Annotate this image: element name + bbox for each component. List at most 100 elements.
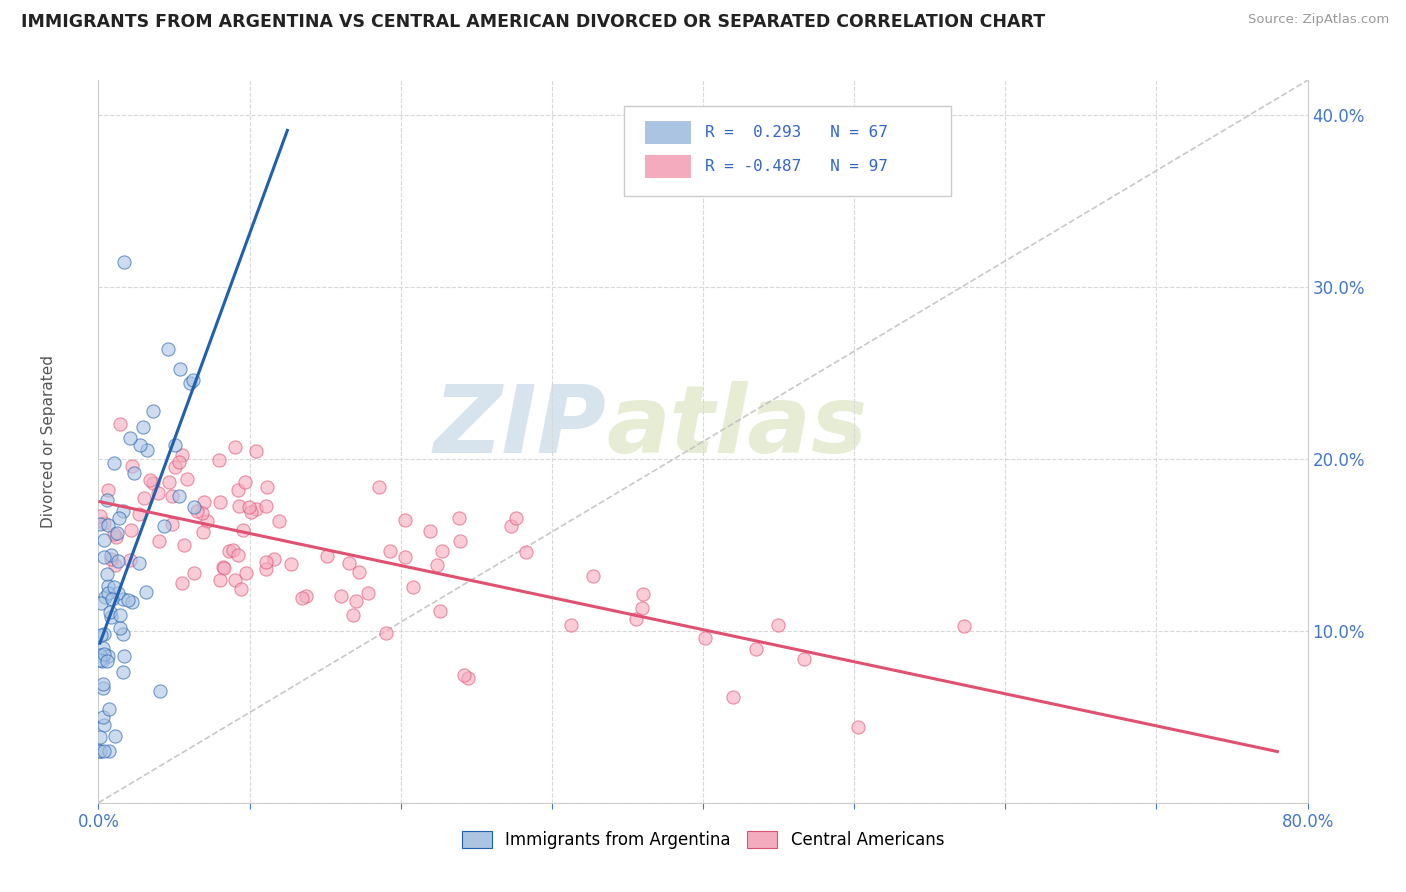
Point (97, 744, 120, 758)
Text: R = -0.487   N = 97: R = -0.487 N = 97 (706, 159, 889, 174)
Point (112, 649, 135, 664)
Point (100, 551, 122, 566)
Point (121, 459, 143, 474)
Point (96, 566, 118, 581)
Point (430, 543, 453, 558)
Point (96, 654, 118, 668)
Point (93, 516, 115, 530)
Point (195, 514, 218, 528)
Point (846, 720, 869, 734)
Point (214, 561, 236, 575)
Point (267, 514, 290, 528)
Point (183, 373, 205, 387)
Point (91, 654, 114, 668)
Point (93, 718, 115, 732)
Point (176, 472, 198, 486)
Point (97, 585, 120, 599)
Point (91, 677, 114, 691)
Point (394, 550, 416, 565)
Point (105, 526, 128, 541)
Point (232, 524, 254, 538)
Point (315, 549, 337, 563)
Point (148, 534, 170, 549)
Point (104, 729, 127, 743)
Point (457, 671, 479, 685)
Point (121, 595, 143, 609)
Point (135, 585, 157, 599)
Point (193, 524, 215, 539)
Point (146, 486, 169, 500)
Point (228, 499, 250, 513)
Point (157, 475, 180, 489)
Point (449, 534, 471, 549)
Point (453, 668, 475, 682)
Point (96, 493, 118, 508)
Point (238, 500, 260, 514)
Point (402, 580, 425, 594)
Point (97, 483, 120, 498)
Point (208, 453, 231, 467)
Point (93, 550, 115, 565)
Point (160, 517, 183, 532)
Point (103, 456, 125, 470)
Point (235, 566, 257, 581)
Point (429, 603, 451, 617)
Point (112, 504, 135, 518)
Point (211, 559, 233, 574)
Point (89, 744, 111, 758)
Point (745, 642, 768, 657)
Point (245, 501, 267, 516)
Point (631, 601, 654, 615)
Point (97, 579, 120, 593)
Point (367, 480, 389, 494)
Point (295, 589, 318, 603)
Point (129, 438, 152, 452)
Point (193, 495, 215, 509)
Point (952, 619, 974, 633)
Point (172, 576, 194, 591)
Point (499, 518, 522, 533)
Point (98, 702, 121, 716)
Point (118, 431, 141, 445)
Point (142, 404, 165, 418)
Point (208, 573, 231, 587)
Point (93, 647, 115, 661)
Point (233, 475, 256, 489)
Point (226, 483, 249, 497)
Legend: Immigrants from Argentina, Central Americans: Immigrants from Argentina, Central Ameri… (456, 824, 950, 856)
Point (163, 438, 186, 452)
Point (108, 621, 131, 635)
Point (263, 551, 285, 566)
Point (375, 626, 398, 640)
Point (721, 690, 744, 704)
Point (120, 553, 142, 567)
Point (344, 593, 367, 607)
FancyBboxPatch shape (645, 154, 690, 178)
Point (624, 612, 647, 626)
Point (132, 491, 155, 505)
Point (357, 586, 380, 600)
Point (183, 566, 205, 580)
Point (330, 589, 353, 603)
Point (419, 524, 441, 538)
Text: IMMIGRANTS FROM ARGENTINA VS CENTRAL AMERICAN DIVORCED OR SEPARATED CORRELATION : IMMIGRANTS FROM ARGENTINA VS CENTRAL AME… (21, 13, 1045, 31)
Point (254, 499, 277, 513)
Point (173, 538, 195, 552)
Point (245, 443, 267, 458)
Point (582, 569, 605, 583)
Point (280, 558, 302, 572)
Text: Source: ZipAtlas.com: Source: ZipAtlas.com (1249, 13, 1389, 27)
Point (156, 342, 179, 356)
Point (112, 665, 135, 680)
Y-axis label: Divorced or Separated: Divorced or Separated (41, 355, 56, 528)
Point (337, 556, 360, 570)
Point (89, 744, 111, 758)
Text: R =  0.293   N = 67: R = 0.293 N = 67 (706, 125, 889, 140)
Point (169, 362, 191, 376)
Point (766, 618, 789, 632)
Point (105, 530, 128, 544)
Point (93, 627, 115, 641)
Point (172, 448, 194, 462)
Point (90, 628, 112, 642)
Point (107, 511, 129, 525)
